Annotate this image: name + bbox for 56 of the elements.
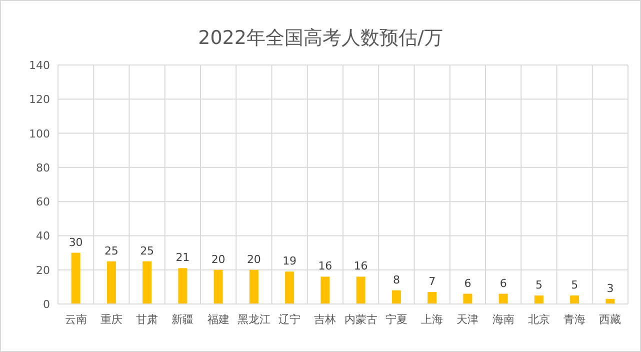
x-tick-label: 北京 — [528, 313, 550, 326]
x-tick-label: 甘肃 — [136, 313, 158, 326]
y-tick-label: 40 — [36, 230, 50, 243]
x-tick-label: 内蒙古 — [344, 313, 378, 326]
x-tick-label: 宁夏 — [385, 313, 408, 326]
data-label: 3 — [606, 282, 614, 295]
x-tick-label: 吉林 — [314, 313, 336, 326]
x-tick-label: 重庆 — [100, 313, 122, 326]
bar — [142, 261, 152, 304]
x-tick-label: 黑龙江 — [237, 313, 270, 326]
bar — [392, 290, 401, 304]
bar — [498, 294, 508, 304]
y-tick-label: 140 — [29, 59, 50, 72]
data-label: 6 — [500, 276, 507, 290]
data-label: 16 — [318, 260, 332, 273]
data-label: 16 — [354, 260, 368, 273]
y-tick-label: 60 — [36, 196, 50, 209]
data-label: 6 — [464, 276, 472, 290]
y-tick-label: 120 — [29, 93, 50, 106]
data-label: 25 — [104, 244, 118, 258]
y-tick-label: 100 — [29, 127, 50, 140]
bar — [320, 276, 330, 304]
data-label: 30 — [68, 236, 83, 249]
bar — [71, 252, 80, 304]
x-tick-label: 福建 — [207, 313, 230, 326]
data-label: 20 — [211, 252, 226, 266]
x-tick-label: 西藏 — [599, 313, 622, 326]
bar — [285, 272, 294, 304]
data-label: 19 — [282, 254, 297, 268]
data-label: 5 — [571, 278, 578, 292]
x-tick-label: 天津 — [456, 313, 479, 326]
x-tick-label: 辽宁 — [278, 313, 301, 326]
y-tick-label: 80 — [36, 161, 50, 174]
x-tick-label: 云南 — [64, 313, 87, 326]
bar — [463, 294, 472, 304]
bar — [570, 295, 580, 304]
x-tick-label: 青海 — [564, 313, 586, 326]
bar — [178, 268, 188, 304]
x-tick-label: 上海 — [421, 313, 444, 326]
bar — [356, 276, 366, 304]
data-label: 5 — [535, 278, 542, 292]
bar — [249, 270, 258, 304]
y-tick-label: 20 — [36, 264, 50, 277]
data-label: 7 — [428, 275, 436, 288]
bar — [534, 295, 544, 304]
bar — [106, 261, 116, 304]
bar — [428, 292, 437, 304]
y-tick-label: 0 — [43, 298, 50, 311]
bar — [214, 270, 223, 304]
chart-title: 2022年全国高考人数预估/万 — [198, 27, 443, 49]
data-label: 20 — [246, 252, 261, 266]
data-label: 21 — [176, 251, 190, 264]
data-label: 25 — [140, 244, 154, 258]
data-label: 8 — [392, 273, 400, 286]
x-tick-label: 新疆 — [172, 313, 194, 326]
x-tick-label: 海南 — [492, 313, 514, 326]
